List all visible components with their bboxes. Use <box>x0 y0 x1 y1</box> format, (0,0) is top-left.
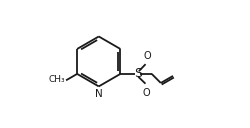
Text: N: N <box>95 89 103 99</box>
Text: O: O <box>143 51 151 61</box>
Text: S: S <box>134 67 142 80</box>
Text: O: O <box>142 88 150 98</box>
Text: CH₃: CH₃ <box>49 75 66 84</box>
